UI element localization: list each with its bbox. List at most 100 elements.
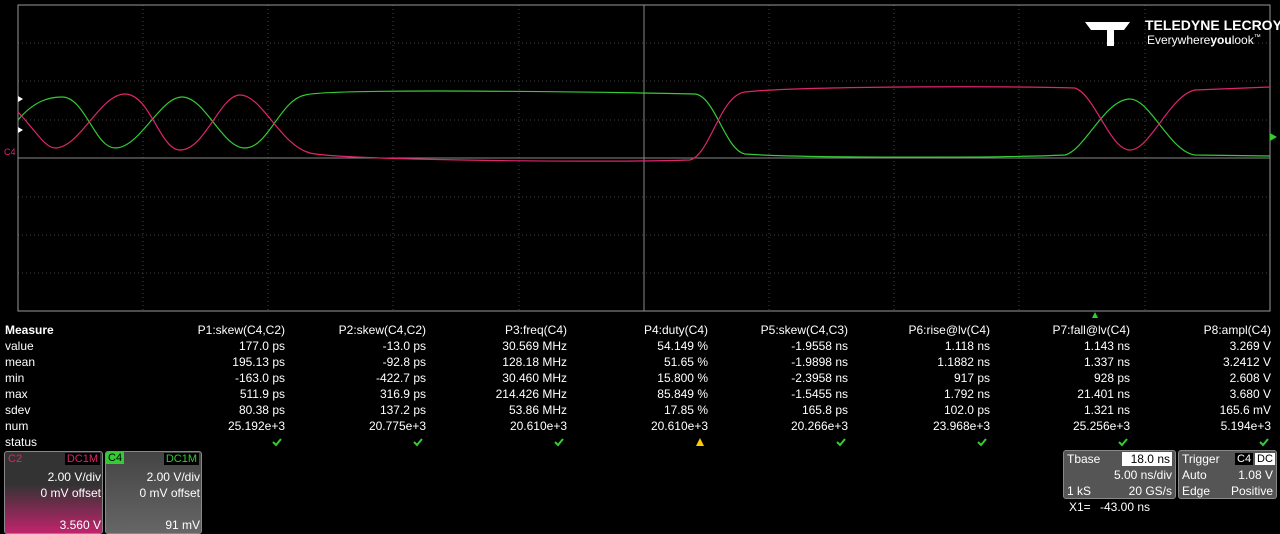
tagline: ™ <box>1254 34 1261 41</box>
measure-value: 3.269 V <box>1229 339 1271 353</box>
channel-c4[interactable]: C4 DC1M 2.00 V/div 0 mV offset 91 mV <box>105 451 202 534</box>
measure-header: P4:duty(C4) <box>643 323 708 337</box>
measure-value: 3.680 V <box>1229 387 1271 401</box>
measure-value: 917 ps <box>953 371 990 385</box>
measure-row-label: min <box>5 371 25 385</box>
timebase-rate: 20 GS/s <box>1128 484 1172 498</box>
measure-value: 23.968e+3 <box>932 419 990 433</box>
measure-value: 511.9 ps <box>239 387 285 401</box>
measure-value: -422.7 ps <box>375 371 426 385</box>
measure-value: 316.9 ps <box>379 387 426 401</box>
trigger-box[interactable]: Trigger C4 DC Auto 1.08 V Edge Positive <box>1178 450 1277 499</box>
measure-row-label: sdev <box>5 403 31 417</box>
trigger-level-marker <box>1270 133 1277 141</box>
measure-value: 53.86 MHz <box>508 403 567 417</box>
trigger-source: C4 <box>1235 453 1254 465</box>
trigger-level: 1.08 V <box>1238 468 1273 482</box>
channel-scale: 2.00 V/div <box>47 470 101 484</box>
timebase-points: 1 kS <box>1067 484 1092 498</box>
measure-row-label: num <box>5 419 29 433</box>
trigger-type: Edge <box>1182 484 1211 498</box>
measure-value: 1.337 ns <box>1083 355 1130 369</box>
measure-row-label: max <box>5 387 28 401</box>
channel-scale: 2.00 V/div <box>146 470 200 484</box>
logo-brand: TELEDYNE LECROY <box>1145 17 1280 33</box>
cursor-label: X1= <box>1069 500 1091 514</box>
cursor-value: -43.00 ns <box>1100 500 1151 514</box>
measure-value: 20.610e+3 <box>509 419 567 433</box>
measure-value: 30.569 MHz <box>502 339 567 353</box>
measure-value: 195.13 ps <box>232 355 285 369</box>
measure-value: 20.266e+3 <box>790 419 848 433</box>
measure-value: 102.0 ps <box>943 403 990 417</box>
measure-value: 1.143 ns <box>1083 339 1130 353</box>
offset-marker <box>18 127 23 133</box>
measure-value: 51.65 % <box>663 355 708 369</box>
measure-value: 214.426 MHz <box>495 387 567 401</box>
channel-offset: 0 mV offset <box>40 486 101 500</box>
trace-c4 <box>17 90 1271 158</box>
channel-offset: 0 mV offset <box>139 486 200 500</box>
measure-value: 17.85 % <box>663 403 708 417</box>
measure-header: P3:freq(C4) <box>504 323 567 337</box>
measure-value: 3.2412 V <box>1222 355 1271 369</box>
measure-value: 1.321 ns <box>1083 403 1130 417</box>
channel-level: 91 mV <box>165 518 200 532</box>
measure-header: P1:skew(C4,C2) <box>197 323 285 337</box>
offset-marker <box>18 96 23 102</box>
measure-value: -1.9898 ns <box>791 355 848 369</box>
trigger-coupling: DC <box>1255 453 1275 465</box>
measure-value: 165.8 ps <box>801 403 848 417</box>
timebase-delay: 18.0 ns <box>1122 452 1172 466</box>
measure-value: -92.8 ps <box>382 355 426 369</box>
measure-value: 25.256e+3 <box>1072 419 1130 433</box>
trigger-time-marker <box>1092 312 1098 318</box>
center-axes <box>18 5 1270 311</box>
measure-row-label: value <box>5 339 34 353</box>
measure-value: 1.1882 ns <box>937 355 990 369</box>
waveform-display: C4 TELEDYNE LECROY Everywhereyoulook™ <box>4 4 1280 318</box>
trigger-mode: Auto <box>1182 468 1207 482</box>
measure-value: 1.118 ns <box>944 339 990 353</box>
tagline: Everywhere <box>1147 33 1211 47</box>
measure-value: 137.2 ps <box>379 403 426 417</box>
measure-value: 30.460 MHz <box>502 371 567 385</box>
measure-value: 2.608 V <box>1229 371 1271 385</box>
measure-header: P5:skew(C4,C3) <box>760 323 848 337</box>
measure-value: -1.9558 ns <box>791 339 848 353</box>
measure-header: P8:ampl(C4) <box>1203 323 1271 337</box>
tagline: you <box>1210 33 1231 47</box>
channel-name: C2 <box>8 453 23 465</box>
channel-coupling: DC1M <box>163 453 199 465</box>
measure-header: P6:rise@lv(C4) <box>908 323 990 337</box>
measure-value: -1.5455 ns <box>791 387 848 401</box>
measure-header: P2:skew(C4,C2) <box>338 323 426 337</box>
measure-value: 15.800 % <box>657 371 708 385</box>
measure-value: 165.6 mV <box>1219 403 1271 417</box>
measure-value: -13.0 ps <box>382 339 426 353</box>
measure-value: 1.792 ns <box>943 387 990 401</box>
channel-c2[interactable]: C2 DC1M 2.00 V/div 0 mV offset 3.560 V <box>4 451 103 534</box>
measure-value: 177.0 ps <box>238 339 285 353</box>
measure-value: -163.0 ps <box>234 371 285 385</box>
measure-value: 20.610e+3 <box>650 419 708 433</box>
measure-value: 80.38 ps <box>238 403 285 417</box>
measure-value: 20.775e+3 <box>368 419 426 433</box>
grid-marker: C4 <box>4 147 16 157</box>
trigger-slope: Positive <box>1230 484 1273 498</box>
timebase-label: Tbase <box>1067 452 1101 466</box>
timebase-scale: 5.00 ns/div <box>1113 468 1172 482</box>
timebase-box[interactable]: Tbase 18.0 ns 5.00 ns/div 1 kS 20 GS/s <box>1063 450 1176 499</box>
trigger-label: Trigger <box>1182 452 1220 466</box>
channel-coupling: DC1M <box>64 453 100 465</box>
measure-value: 928 ps <box>1093 371 1130 385</box>
measure-row-label: status <box>5 435 38 449</box>
measure-header: P7:fall@lv(C4) <box>1052 323 1130 337</box>
logo: TELEDYNE LECROY Everywhereyoulook™ <box>1085 17 1280 47</box>
channel-name: C4 <box>106 452 125 464</box>
measure-value: 5.194e+3 <box>1220 419 1271 433</box>
measure-value: 25.192e+3 <box>227 419 285 433</box>
measure-value: 54.149 % <box>657 339 708 353</box>
measure-title: Measure <box>5 323 54 337</box>
